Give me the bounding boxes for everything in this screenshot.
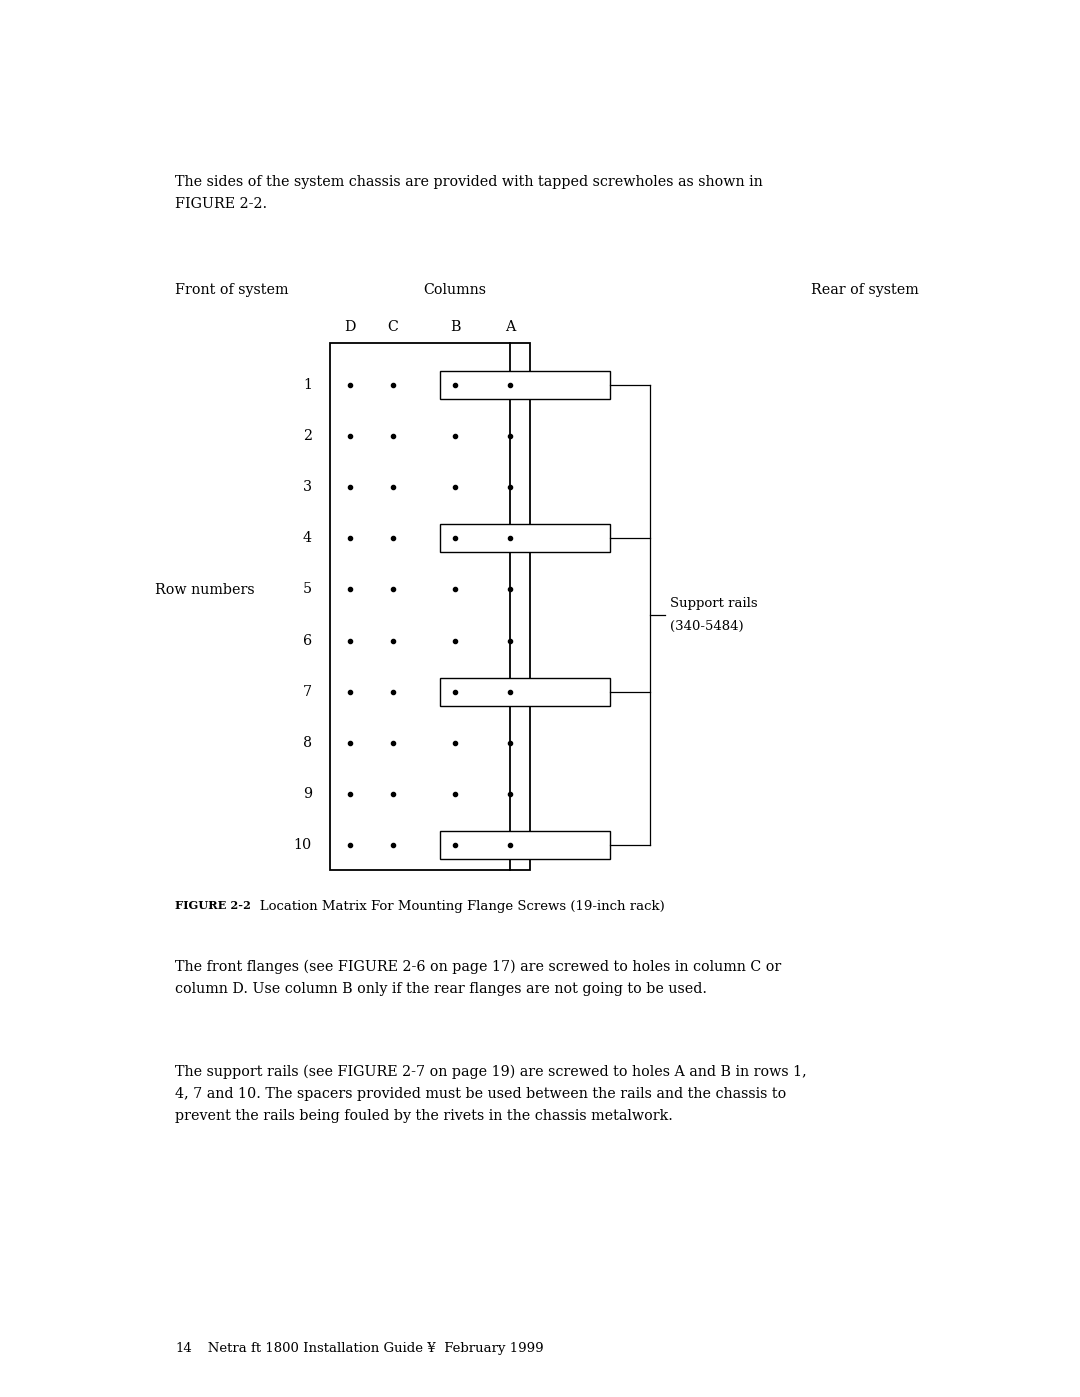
Text: 3: 3 [303, 481, 312, 495]
Text: column D. Use column B only if the rear flanges are not going to be used.: column D. Use column B only if the rear … [175, 982, 707, 996]
Text: The sides of the system chassis are provided with tapped screwholes as shown in: The sides of the system chassis are prov… [175, 175, 762, 189]
Text: 9: 9 [302, 787, 312, 800]
Text: Row numbers: Row numbers [156, 583, 255, 597]
Text: C: C [388, 320, 399, 334]
Text: 10: 10 [294, 838, 312, 852]
Text: Support rails: Support rails [670, 597, 758, 610]
Text: Netra ft 1800 Installation Guide ¥  February 1999: Netra ft 1800 Installation Guide ¥ Febru… [195, 1343, 543, 1355]
Bar [330, 344, 530, 870]
Text: FIGURE 2-2: FIGURE 2-2 [175, 900, 251, 911]
Text: 14: 14 [175, 1343, 192, 1355]
Text: Location Matrix For Mounting Flange Screws (19-inch rack): Location Matrix For Mounting Flange Scre… [247, 900, 665, 914]
Text: Columns: Columns [423, 284, 486, 298]
Bar [440, 524, 610, 552]
Text: B: B [449, 320, 460, 334]
Text: Rear of system: Rear of system [811, 284, 919, 298]
Text: 7: 7 [302, 685, 312, 698]
Text: 4: 4 [302, 531, 312, 545]
Text: 1: 1 [303, 379, 312, 393]
Bar [440, 372, 610, 400]
Text: The support rails (see FIGURE 2-7 on page 19) are screwed to holes A and B in ro: The support rails (see FIGURE 2-7 on pag… [175, 1065, 807, 1080]
Text: D: D [345, 320, 355, 334]
Text: 2: 2 [303, 429, 312, 443]
Bar [440, 678, 610, 705]
Text: Front of system: Front of system [175, 284, 288, 298]
Text: 4, 7 and 10. The spacers provided must be used between the rails and the chassis: 4, 7 and 10. The spacers provided must b… [175, 1087, 786, 1101]
Text: (340-5484): (340-5484) [670, 620, 744, 633]
Text: 8: 8 [302, 736, 312, 750]
Text: FIGURE 2-2.: FIGURE 2-2. [175, 197, 267, 211]
Text: 6: 6 [302, 634, 312, 648]
Text: The front flanges (see FIGURE 2-6 on page 17) are screwed to holes in column C o: The front flanges (see FIGURE 2-6 on pag… [175, 960, 781, 974]
Text: prevent the rails being fouled by the rivets in the chassis metalwork.: prevent the rails being fouled by the ri… [175, 1109, 673, 1123]
Bar [440, 831, 610, 859]
Text: 5: 5 [302, 583, 312, 597]
Text: A: A [504, 320, 515, 334]
